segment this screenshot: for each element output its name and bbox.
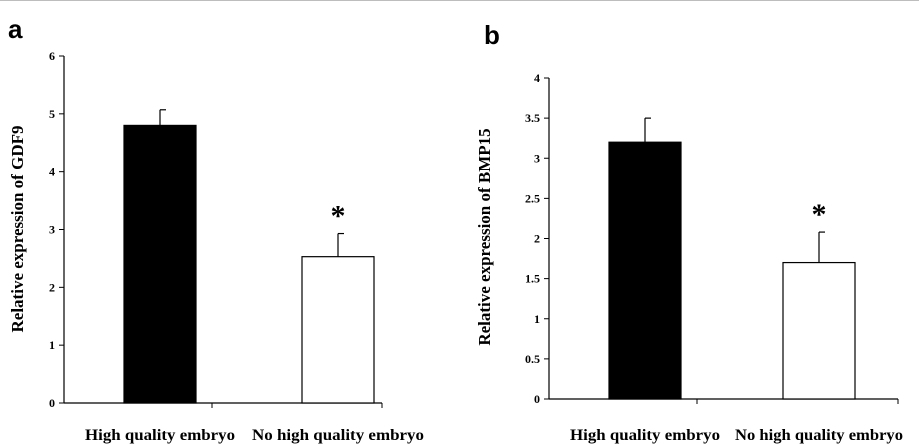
y-tick-label: 5	[49, 107, 55, 121]
category-label-2: No high quality embryo	[735, 427, 903, 444]
y-tick-label: 4	[49, 165, 55, 179]
y-tick-label: 2	[49, 280, 55, 294]
y-tick-label: 3	[49, 223, 55, 237]
panel-a-letter: a	[8, 14, 23, 44]
y-tick-label: 3	[534, 151, 540, 165]
y-tick-label: 0.5	[525, 352, 540, 366]
y-axis-label: Relative expression of BMP15	[475, 128, 494, 345]
y-tick-label: 2.5	[525, 191, 540, 205]
gdf9-bar-chart: Relative expression of GDF9 0 1 2 3 4 5 6 High q…	[8, 49, 424, 444]
top-divider	[0, 0, 919, 1]
bmp15-bar-chart: Relative expression of BMP15 0 0.5 1 1.5 2 2.5…	[475, 71, 903, 444]
bar-1	[608, 141, 682, 400]
y-tick-label: 3.5	[525, 111, 540, 125]
y-tick-label: 1.5	[525, 272, 540, 286]
y-tick-label: 1	[49, 338, 55, 352]
y-axis-label: Relative expression of GDF9	[8, 126, 27, 333]
bar-2	[782, 261, 856, 400]
significance-marker: *	[812, 198, 827, 231]
y-tick-label: 6	[49, 49, 55, 63]
category-label-1: High quality embryo	[570, 427, 720, 444]
y-tick-label: 0	[534, 392, 540, 406]
category-label-2: No high quality embryo	[252, 427, 424, 444]
significance-marker: *	[331, 200, 346, 233]
bar-1	[123, 124, 197, 404]
y-tick-label: 4	[534, 71, 540, 85]
y-tick-label: 2	[534, 232, 540, 246]
panel-b-letter: b	[484, 20, 500, 50]
y-tick-label: 1	[534, 312, 540, 326]
y-tick-label: 0	[49, 396, 55, 410]
category-label-1: High quality embryo	[85, 427, 235, 444]
bar-2	[301, 256, 375, 404]
